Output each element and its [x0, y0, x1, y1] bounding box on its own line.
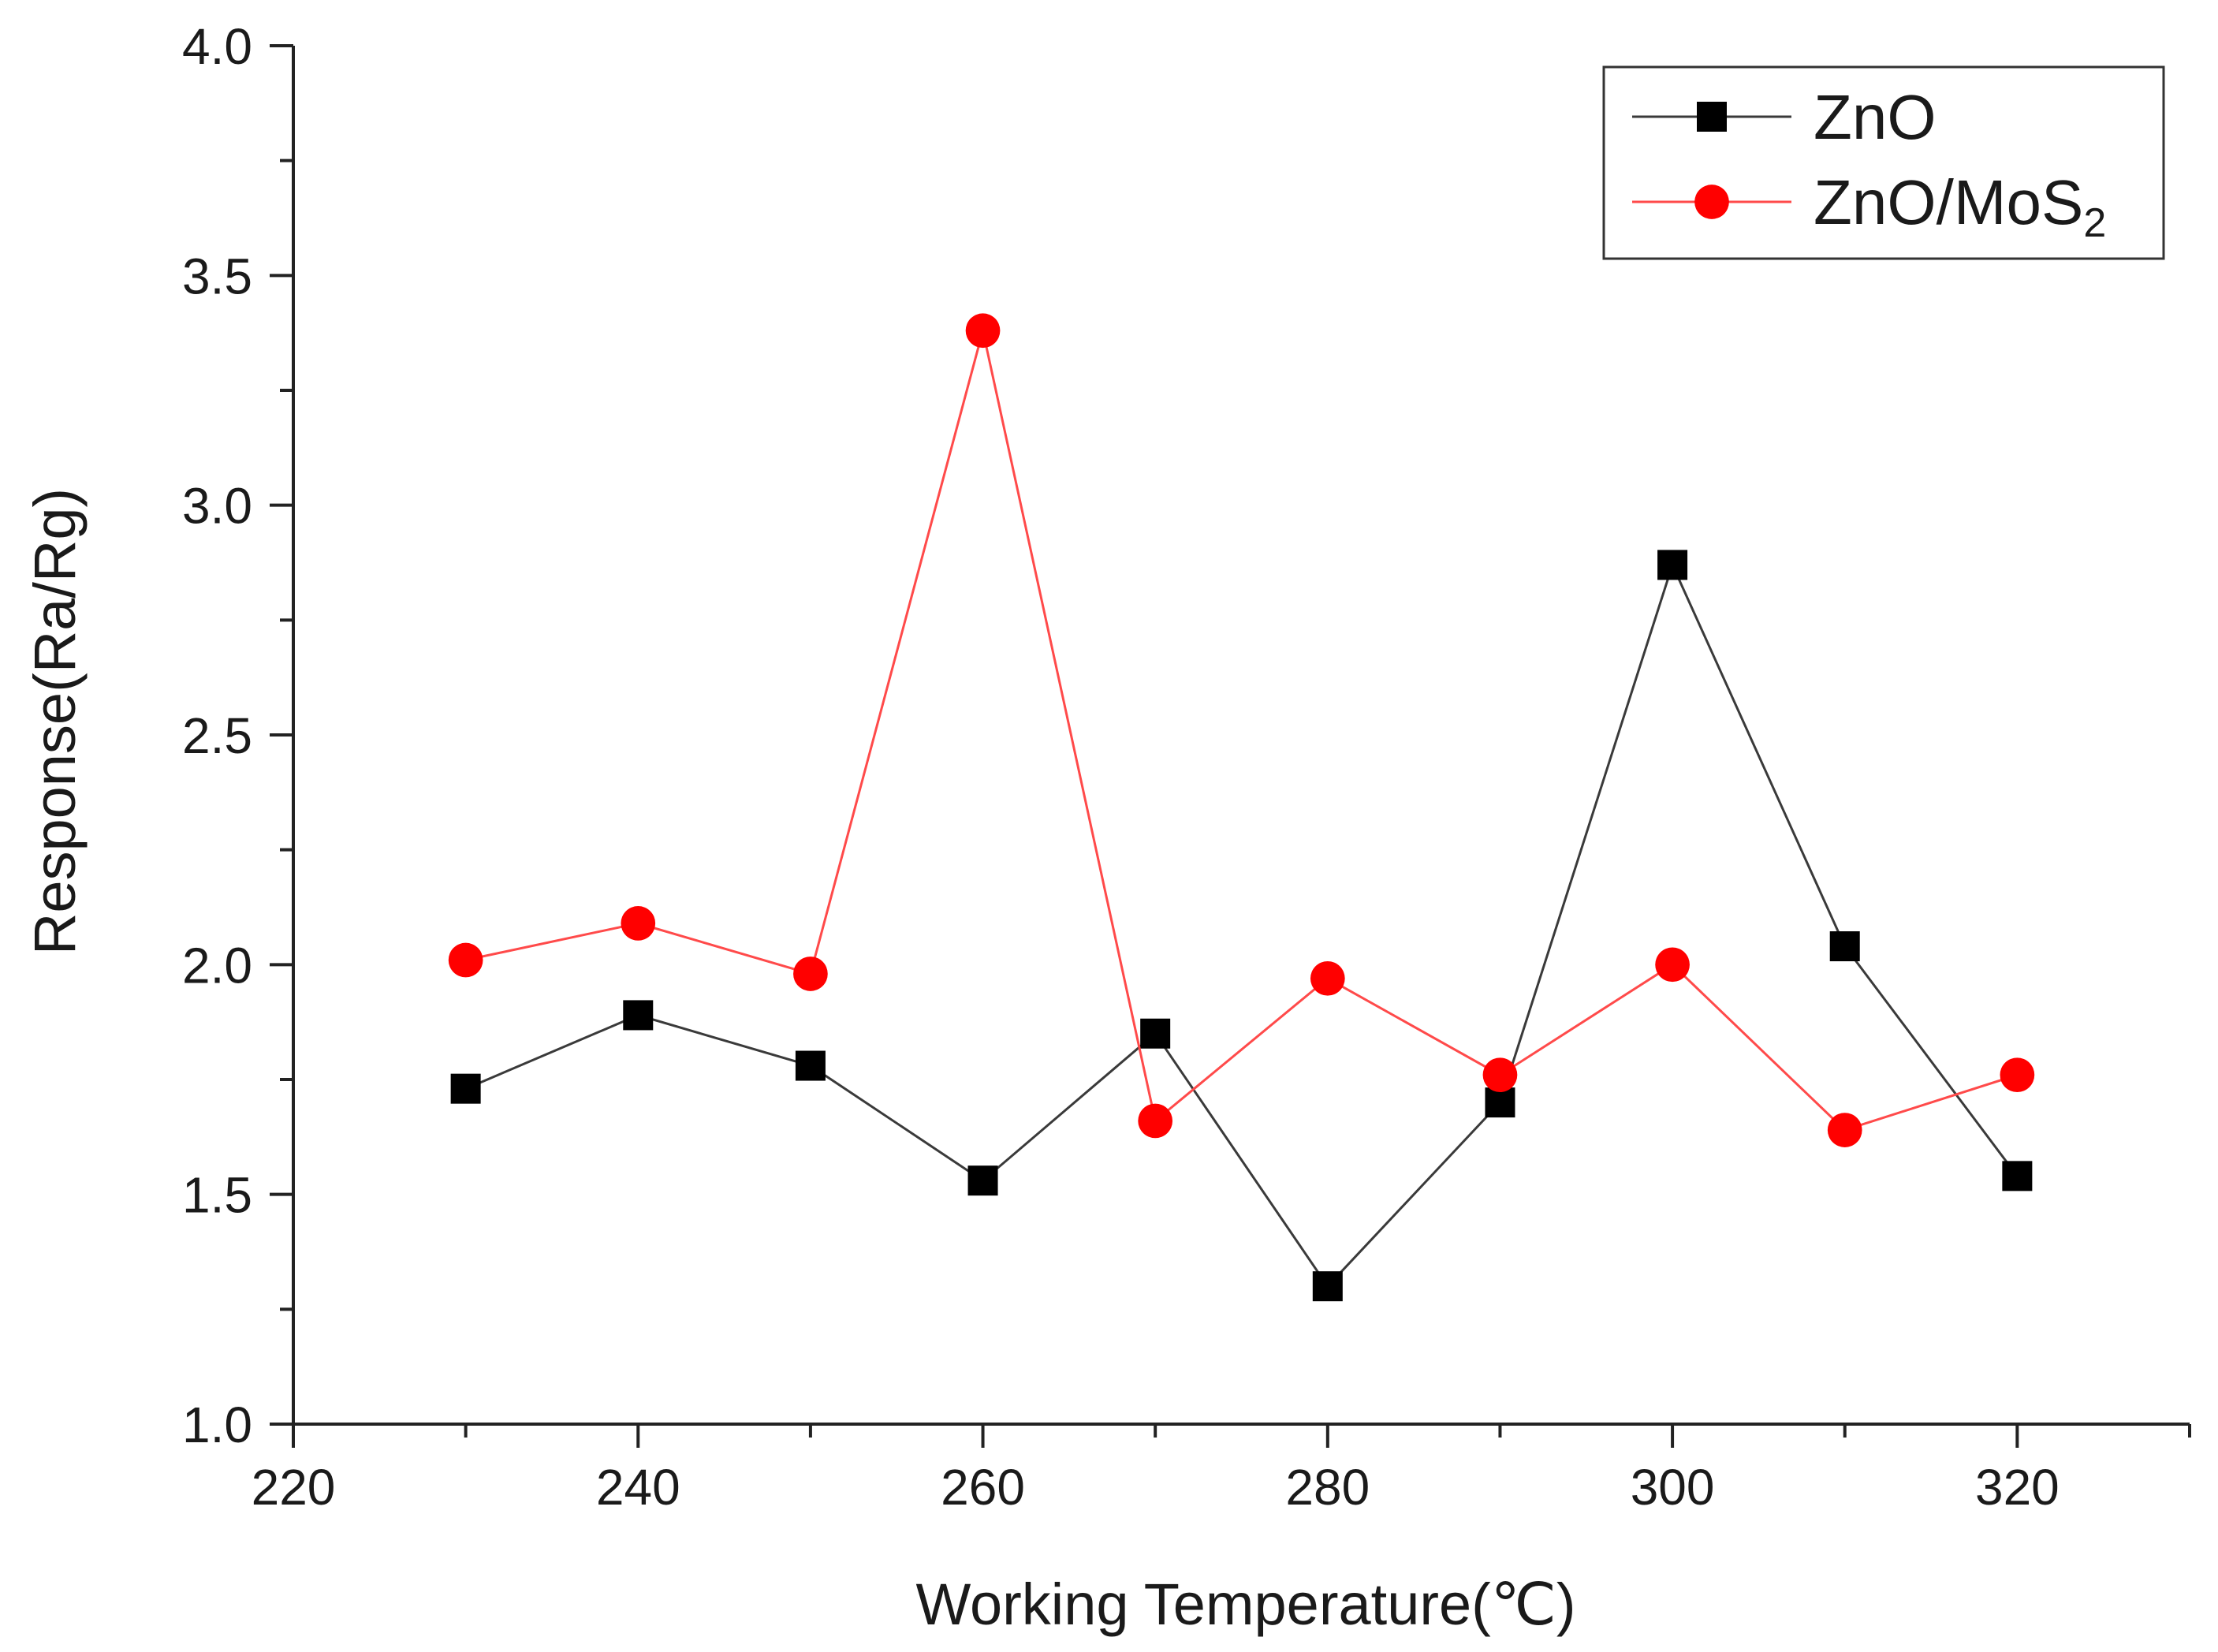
y-tick-label: 1.0 — [182, 1397, 252, 1453]
data-point — [967, 1165, 998, 1196]
data-point — [1829, 931, 1860, 962]
data-point — [1482, 1057, 1518, 1093]
y-tick-label: 2.5 — [182, 707, 252, 764]
data-point — [1655, 947, 1690, 983]
data-point — [1140, 1018, 1171, 1049]
data-point — [2000, 1057, 2035, 1093]
data-point — [621, 906, 656, 941]
data-point — [1138, 1103, 1173, 1139]
data-point — [1485, 1087, 1515, 1118]
x-axis-title: Working Temperature(℃) — [915, 1572, 1575, 1637]
legend-label: ZnO/MoS2 — [1814, 167, 2106, 246]
y-tick-label: 4.0 — [182, 18, 252, 75]
data-point — [450, 1073, 481, 1104]
series-line — [465, 561, 2019, 1288]
data-point — [965, 313, 1001, 349]
data-point — [1310, 960, 1345, 996]
y-axis-title: Response(Ra/Rg) — [22, 488, 88, 955]
legend: ZnO ZnO/MoS2 — [1602, 65, 2165, 260]
series-line — [465, 330, 2018, 1132]
data-point — [793, 957, 828, 991]
legend-label: ZnO — [1814, 82, 1937, 152]
series-zno — [450, 550, 2033, 1302]
data-point — [1312, 1271, 1343, 1302]
data-point — [448, 942, 483, 978]
x-tick-label: 260 — [941, 1459, 1025, 1516]
data-point — [795, 1050, 826, 1081]
legend-marker — [1697, 102, 1727, 132]
legend-entry: ZnO/MoS2 — [1632, 167, 2106, 246]
data-point — [2002, 1161, 2033, 1191]
legend-entry: ZnO — [1632, 82, 1937, 152]
data-point — [1657, 550, 1688, 580]
series-zno-mos2 — [448, 313, 2035, 1147]
x-tick-label: 240 — [596, 1459, 680, 1516]
data-point — [1827, 1113, 1862, 1147]
y-tick-label: 2.0 — [182, 937, 252, 994]
x-tick-label: 220 — [252, 1459, 336, 1516]
x-tick-label: 280 — [1285, 1459, 1370, 1516]
x-tick-label: 300 — [1631, 1459, 1715, 1516]
data-point — [623, 1000, 654, 1031]
y-tick-label: 1.5 — [182, 1167, 252, 1224]
y-tick-label: 3.0 — [182, 478, 252, 535]
y-tick-label: 3.5 — [182, 248, 252, 304]
legend-marker — [1694, 185, 1729, 219]
x-tick-label: 320 — [1975, 1459, 2060, 1516]
legend-frame — [1602, 65, 2165, 260]
